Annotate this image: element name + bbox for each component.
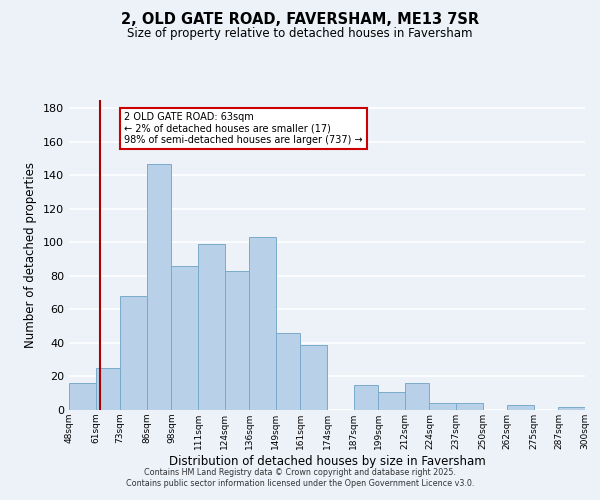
- Text: Size of property relative to detached houses in Faversham: Size of property relative to detached ho…: [127, 28, 473, 40]
- Bar: [120, 296, 147, 410]
- Bar: [224, 271, 249, 410]
- Bar: [456, 404, 482, 410]
- Bar: [507, 405, 534, 410]
- Bar: [378, 392, 405, 410]
- X-axis label: Distribution of detached houses by size in Faversham: Distribution of detached houses by size …: [169, 454, 485, 468]
- Bar: [405, 383, 430, 410]
- Bar: [430, 404, 456, 410]
- Text: 2 OLD GATE ROAD: 63sqm
← 2% of detached houses are smaller (17)
98% of semi-deta: 2 OLD GATE ROAD: 63sqm ← 2% of detached …: [124, 112, 363, 145]
- Bar: [172, 266, 198, 410]
- Text: Contains HM Land Registry data © Crown copyright and database right 2025.
Contai: Contains HM Land Registry data © Crown c…: [126, 468, 474, 487]
- Bar: [301, 344, 327, 410]
- Bar: [276, 333, 301, 410]
- Bar: [198, 244, 224, 410]
- Bar: [559, 406, 585, 410]
- Bar: [353, 385, 378, 410]
- Text: 2, OLD GATE ROAD, FAVERSHAM, ME13 7SR: 2, OLD GATE ROAD, FAVERSHAM, ME13 7SR: [121, 12, 479, 28]
- Bar: [147, 164, 172, 410]
- Bar: [249, 238, 276, 410]
- Bar: [69, 383, 95, 410]
- Y-axis label: Number of detached properties: Number of detached properties: [25, 162, 37, 348]
- Bar: [95, 368, 120, 410]
